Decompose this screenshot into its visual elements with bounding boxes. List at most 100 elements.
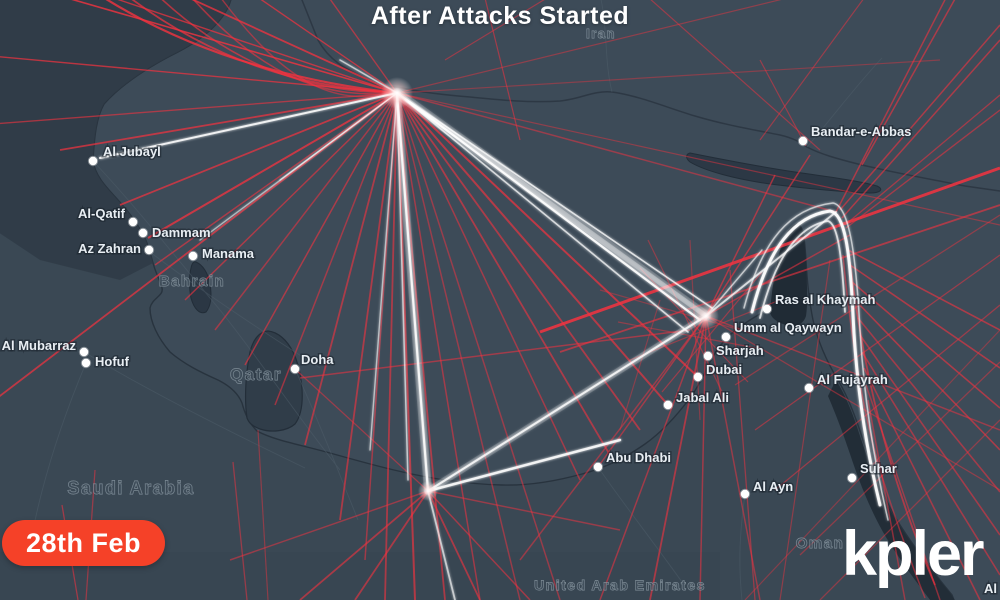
track-line bbox=[847, 249, 1000, 331]
track-line bbox=[244, 92, 398, 366]
track-line bbox=[647, 239, 727, 401]
city-label: Manama bbox=[202, 246, 255, 261]
track-line bbox=[835, 0, 946, 213]
track-line bbox=[71, 0, 398, 94]
track-hotspot bbox=[381, 77, 413, 109]
track-line bbox=[232, 461, 248, 600]
city-dot bbox=[187, 250, 199, 262]
city-dot bbox=[80, 357, 92, 369]
city-labels: Al Jubayl Al-Qatif Dammam Az Zahran Manama Al… bbox=[0, 123, 998, 598]
track-line-bright bbox=[99, 92, 398, 159]
track-path bbox=[849, 261, 936, 586]
track-line bbox=[396, 0, 782, 94]
track-line bbox=[857, 317, 1000, 493]
track-line bbox=[294, 368, 429, 492]
track-line bbox=[304, 92, 398, 446]
track-line bbox=[329, 0, 398, 94]
track-line bbox=[705, 234, 851, 317]
track-line bbox=[484, 0, 521, 141]
city-label: Dubai bbox=[706, 362, 742, 377]
track-line bbox=[539, 166, 1000, 334]
city-label: Abu Dhabi bbox=[606, 450, 671, 465]
city-dot bbox=[797, 135, 809, 147]
track-line bbox=[819, 419, 1000, 600]
track-line bbox=[384, 92, 398, 600]
region-label: Bahrain bbox=[159, 273, 225, 290]
track-line-bright bbox=[427, 490, 456, 600]
city-label: Al Ayn bbox=[753, 479, 793, 494]
track-line bbox=[427, 490, 481, 600]
city-label: Umm al Qaywayn bbox=[734, 320, 842, 335]
city-dot bbox=[761, 303, 773, 315]
city-dot bbox=[289, 363, 301, 375]
region-labels: Iran Bahrain Qatar Saudi Arabia Oman United A… bbox=[67, 26, 845, 594]
track-line bbox=[799, 361, 1000, 556]
track-path bbox=[131, 0, 398, 94]
city-dot bbox=[846, 472, 858, 484]
track-line-bright bbox=[396, 92, 713, 309]
city-dot bbox=[692, 371, 704, 383]
map-title: After Attacks Started bbox=[370, 2, 630, 30]
city-dot bbox=[702, 350, 714, 362]
track-line bbox=[519, 315, 707, 561]
city-label: Az Zahran bbox=[78, 241, 141, 256]
track-line bbox=[396, 92, 481, 600]
track-line bbox=[147, 92, 398, 239]
track-line bbox=[705, 174, 776, 317]
track-line bbox=[154, 92, 398, 266]
track-path bbox=[192, 0, 398, 95]
city-dot bbox=[78, 346, 90, 358]
track-line bbox=[649, 315, 707, 600]
track-path-bright bbox=[750, 209, 882, 507]
track-hotspots bbox=[381, 77, 719, 501]
track-line-bright bbox=[394, 90, 709, 319]
city-label: Al Jubayl bbox=[103, 144, 161, 159]
land-qeshm bbox=[686, 152, 882, 194]
track-path-bright bbox=[759, 220, 846, 319]
date-badge: 28th Feb bbox=[2, 520, 166, 566]
track-line bbox=[867, 399, 906, 600]
track-line bbox=[257, 429, 269, 600]
track-line bbox=[705, 315, 1000, 431]
region-label: Saudi Arabia bbox=[67, 478, 194, 498]
track-line bbox=[274, 92, 398, 406]
track-line bbox=[861, 351, 1000, 576]
track-line bbox=[839, 24, 1000, 211]
track-line-bright bbox=[426, 438, 622, 493]
city-dot bbox=[143, 244, 155, 256]
city-dot bbox=[803, 382, 815, 394]
track-line bbox=[117, 0, 398, 94]
track-line-bright bbox=[279, 92, 398, 181]
track-line bbox=[854, 299, 1000, 451]
city-label: Al Mubarraz bbox=[2, 338, 77, 353]
track-line bbox=[229, 490, 429, 561]
track-line bbox=[844, 94, 1000, 226]
land-musandam bbox=[770, 223, 808, 326]
track-line-bright bbox=[396, 92, 409, 481]
city-dot bbox=[87, 155, 99, 167]
track-line bbox=[849, 264, 1000, 369]
track-line bbox=[689, 239, 701, 421]
track-line bbox=[661, 271, 763, 393]
track-line bbox=[851, 281, 1000, 409]
land-kuwait-coast bbox=[0, 0, 231, 280]
track-line bbox=[339, 92, 398, 521]
track-line bbox=[617, 321, 757, 349]
city-dot bbox=[739, 488, 751, 500]
city-label: Al Fujayrah bbox=[817, 372, 888, 387]
city-dot bbox=[127, 216, 139, 228]
track-line bbox=[729, 269, 756, 600]
track-line bbox=[699, 315, 707, 600]
track-line bbox=[59, 92, 398, 151]
track-line bbox=[396, 92, 561, 600]
land-oman-mountains bbox=[828, 380, 955, 600]
track-line bbox=[734, 214, 1000, 386]
track-line bbox=[859, 334, 1000, 536]
track-line bbox=[299, 490, 429, 600]
city-label: Bandar-e-Abbas bbox=[811, 124, 911, 139]
region-label: Oman bbox=[796, 535, 845, 552]
track-line bbox=[396, 92, 699, 378]
track-line bbox=[861, 0, 956, 166]
